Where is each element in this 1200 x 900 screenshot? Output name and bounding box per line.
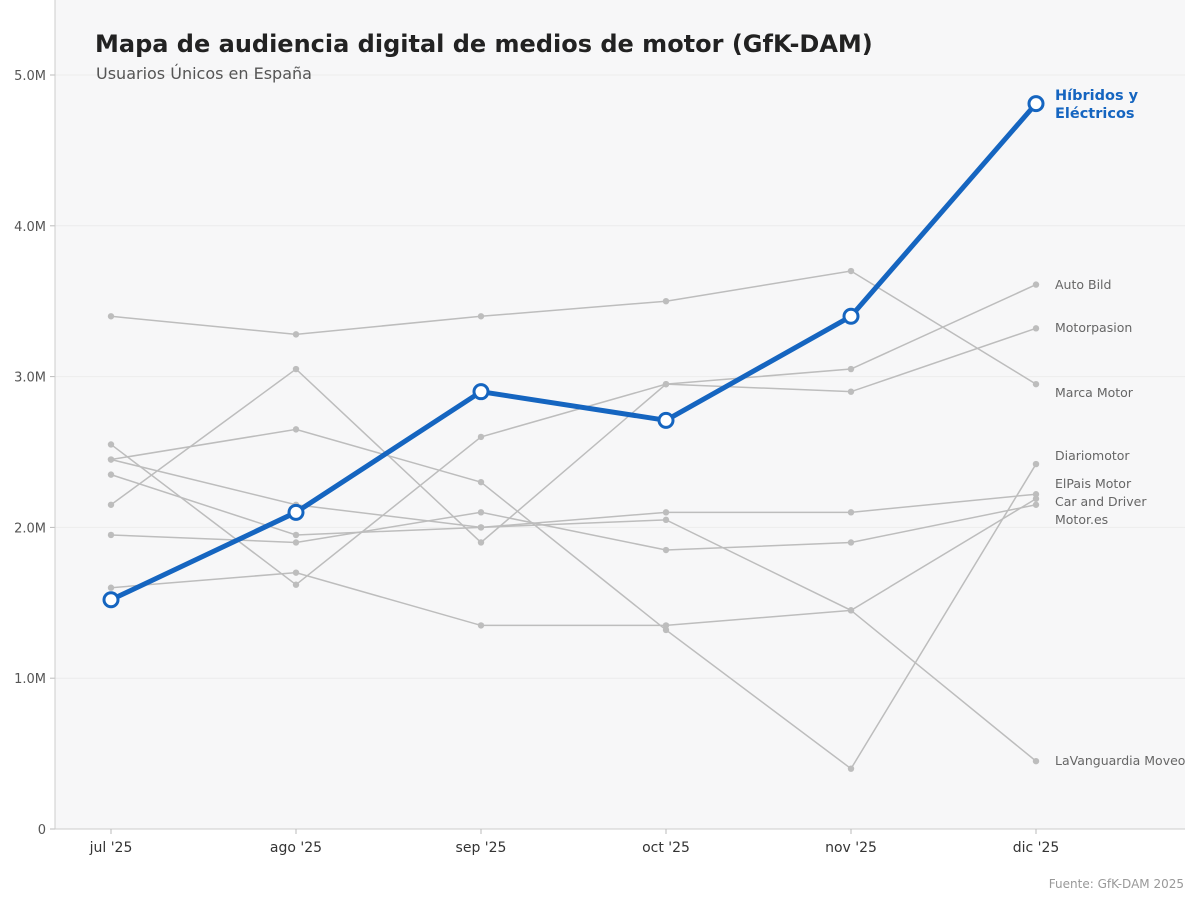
series-point	[292, 569, 300, 576]
series-point	[847, 267, 855, 275]
x-tick-label: dic '25	[1013, 840, 1060, 856]
y-tick-label: 0	[38, 823, 46, 838]
series-line	[110, 283, 1037, 586]
series-point	[662, 298, 670, 305]
series-point	[1032, 495, 1040, 502]
series-point	[847, 365, 855, 373]
series-point	[847, 539, 855, 546]
series-point	[107, 584, 115, 591]
highlight-label: Eléctricos	[1055, 106, 1135, 122]
series-line	[110, 270, 1037, 385]
highlight-point	[472, 383, 490, 401]
y-tick-label: 4.0M	[14, 220, 46, 235]
series-point	[107, 456, 115, 463]
highlight-point	[1027, 95, 1045, 113]
series-label: Marca Motor	[1055, 385, 1134, 400]
series-point	[847, 509, 855, 516]
series-point	[107, 501, 115, 508]
chart-title: Mapa de audiencia digital de medios de m…	[95, 30, 873, 58]
series-line	[110, 428, 1037, 770]
x-tick-label: jul '25	[89, 840, 133, 856]
series-point	[292, 581, 300, 588]
series-label: Diariomotor	[1055, 448, 1130, 463]
series-label: LaVanguardia Moveo	[1055, 753, 1185, 768]
highlight-point	[657, 411, 675, 429]
series-point	[477, 524, 485, 531]
series-point	[477, 478, 485, 486]
series-label: Car and Driver	[1055, 494, 1147, 509]
series-point	[1032, 325, 1040, 332]
series-label: ElPais Motor	[1055, 476, 1132, 491]
series-point	[1032, 501, 1040, 508]
series-point	[477, 509, 485, 516]
series-point	[847, 607, 855, 614]
y-tick-label: 2.0M	[14, 521, 46, 536]
series-point	[477, 622, 485, 629]
series-line	[110, 327, 1037, 544]
y-tick-label: 1.0M	[14, 672, 46, 687]
series-point	[107, 441, 115, 448]
series-point	[292, 531, 300, 539]
series-point	[1032, 281, 1040, 288]
series-point	[1032, 380, 1040, 388]
y-tick-label: 3.0M	[14, 371, 46, 386]
series-point	[1032, 491, 1040, 498]
x-tick-label: sep '25	[456, 840, 507, 856]
chart-subtitle: Usuarios Únicos en España	[96, 64, 312, 83]
series-point	[662, 516, 670, 524]
series-point	[477, 539, 485, 546]
series-point	[292, 539, 300, 546]
series-line	[110, 458, 1037, 529]
highlight-line	[109, 102, 1038, 603]
series-point	[662, 380, 670, 388]
series-point	[847, 765, 855, 772]
series-line	[110, 571, 1037, 762]
y-tick-label: 5.0M	[14, 69, 46, 84]
series-point	[847, 388, 855, 395]
series-point	[662, 509, 670, 516]
series-point	[107, 313, 115, 320]
series-point	[1032, 460, 1040, 468]
x-tick-label: ago '25	[270, 840, 322, 856]
series-point	[662, 626, 670, 634]
series-point	[662, 622, 670, 629]
series-point	[292, 331, 300, 338]
x-tick-label: oct '25	[642, 840, 690, 856]
series-label: Auto Bild	[1055, 277, 1111, 292]
x-tick-label: nov '25	[825, 840, 877, 856]
series-point	[662, 546, 670, 554]
series-line	[110, 504, 1037, 551]
highlight-point	[287, 503, 305, 521]
series-point	[292, 365, 300, 373]
series-label: Motorpasion	[1055, 320, 1132, 335]
highlight-point	[842, 307, 860, 325]
series-point	[292, 426, 300, 433]
series-point	[477, 433, 485, 441]
highlight-label: Híbridos y	[1055, 88, 1139, 104]
series-point	[477, 313, 485, 320]
highlight-point	[102, 591, 120, 609]
series-point	[1032, 757, 1040, 765]
chart-source: Fuente: GfK-DAM 2025	[1048, 877, 1184, 891]
series-label: Motor.es	[1055, 512, 1108, 527]
series-point	[107, 471, 115, 478]
series-point	[107, 531, 115, 539]
